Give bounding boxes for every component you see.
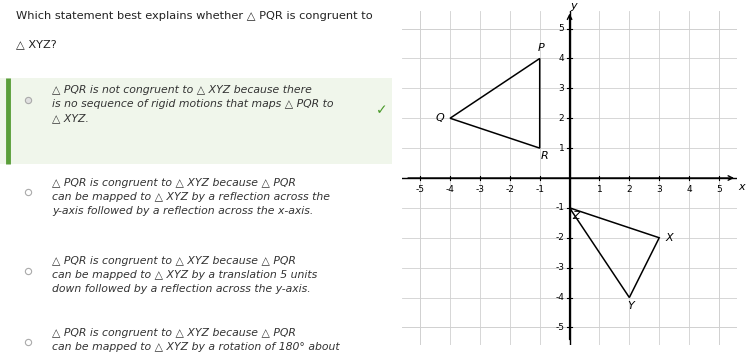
Text: Q: Q: [436, 113, 444, 123]
Text: Z: Z: [572, 211, 580, 221]
Text: 5: 5: [716, 184, 722, 194]
Text: 1: 1: [597, 184, 602, 194]
Text: △ PQR is congruent to △ XYZ because △ PQR
can be mapped to △ XYZ by a reflection: △ PQR is congruent to △ XYZ because △ PQ…: [52, 178, 330, 216]
Text: R: R: [542, 151, 549, 161]
Text: 3: 3: [657, 184, 662, 194]
FancyBboxPatch shape: [0, 78, 391, 164]
Text: -2: -2: [555, 233, 564, 242]
Text: -5: -5: [555, 323, 564, 332]
Text: 4: 4: [686, 184, 692, 194]
Text: △ PQR is congruent to △ XYZ because △ PQR
can be mapped to △ XYZ by a rotation o: △ PQR is congruent to △ XYZ because △ PQ…: [52, 328, 340, 356]
Text: 4: 4: [559, 54, 564, 63]
Text: X: X: [665, 233, 673, 243]
Text: Y: Y: [627, 300, 634, 310]
Text: -4: -4: [446, 184, 454, 194]
Text: -1: -1: [555, 203, 564, 213]
Text: △ XYZ?: △ XYZ?: [16, 39, 57, 49]
Text: x: x: [738, 182, 745, 192]
Text: Which statement best explains whether △ PQR is congruent to: Which statement best explains whether △ …: [16, 11, 373, 21]
Text: 2: 2: [559, 114, 564, 123]
Text: -3: -3: [555, 263, 564, 272]
Text: -3: -3: [475, 184, 485, 194]
Text: -1: -1: [535, 184, 545, 194]
Text: -4: -4: [555, 293, 564, 302]
Text: P: P: [538, 42, 545, 52]
Text: △ PQR is not congruent to △ XYZ because there
is no sequence of rigid motions th: △ PQR is not congruent to △ XYZ because …: [52, 85, 333, 124]
Text: 1: 1: [559, 143, 564, 153]
Text: △ PQR is congruent to △ XYZ because △ PQR
can be mapped to △ XYZ by a translatio: △ PQR is congruent to △ XYZ because △ PQ…: [52, 256, 317, 294]
Text: -2: -2: [506, 184, 514, 194]
Text: -5: -5: [415, 184, 425, 194]
Text: y: y: [571, 1, 577, 11]
Text: 5: 5: [559, 24, 564, 33]
Text: 3: 3: [559, 84, 564, 93]
Text: 2: 2: [627, 184, 632, 194]
Text: ✓: ✓: [376, 103, 388, 117]
